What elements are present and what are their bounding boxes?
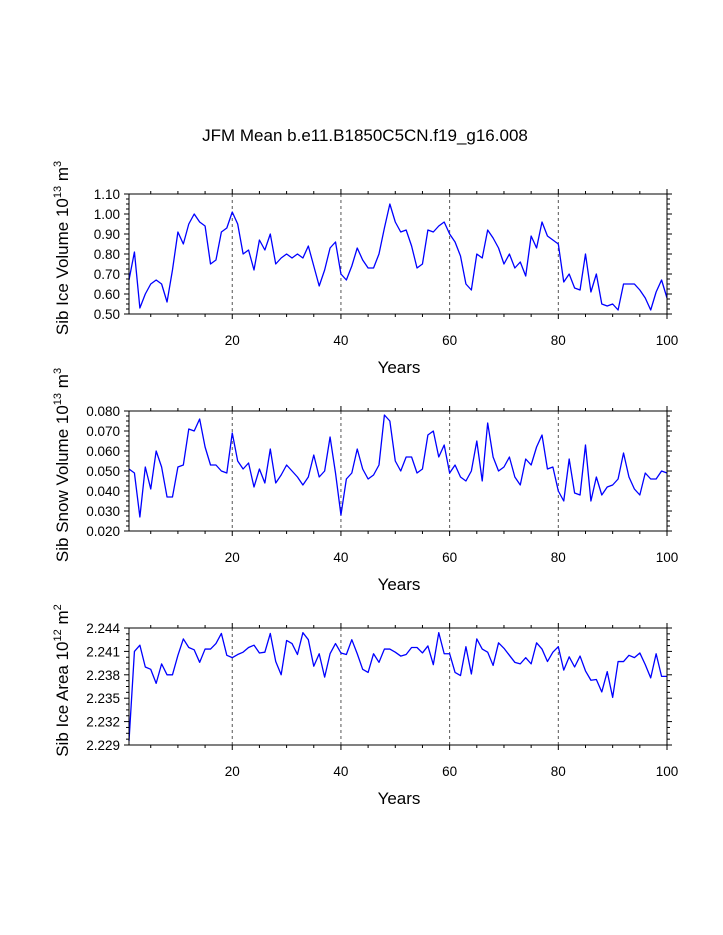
panels: 0.50 0.60 0.70 0.80 0.90 1.00 1.10 20 40 60 80 100 Y… [52,161,678,808]
y-tick-label: 0.50 [94,307,120,322]
x-tick-label: 60 [442,550,457,565]
y-tick-label: 2.241 [86,644,120,659]
plot-frame [128,410,668,532]
y-tick-label: 2.232 [86,715,120,730]
x-tick-label: 20 [225,764,240,779]
y-tick-label: 2.244 [86,621,120,636]
x-tick-label: 80 [551,550,566,565]
x-axis-label: Years [378,789,421,808]
y-tick-label: 0.020 [86,524,120,539]
panel-sib-ice-volume: 0.50 0.60 0.70 0.80 0.90 1.00 1.10 20 40 60 80 100 Y… [52,161,678,377]
series-line [128,203,668,311]
x-tick-label: 40 [333,764,348,779]
y-tick-label: 2.229 [86,738,120,753]
y-axis-label: Sib Ice Volume 1013 m3 [52,161,72,335]
y-axis-label-base: Sib Ice Volume 10 [53,198,72,335]
y-axis-label-exponent: 12 [52,629,64,641]
x-tick-label: 60 [442,764,457,779]
y-tick-label: 0.90 [94,227,120,242]
y-tick-label: 0.70 [94,267,120,282]
x-tick-label: 100 [656,550,679,565]
y-axis-label-unit: m [53,167,72,186]
x-tick-label: 80 [551,764,566,779]
y-axis-label-exponent: 13 [52,186,64,198]
y-tick-label: 0.080 [86,404,120,419]
series-line [128,632,667,742]
y-axis-label-unit-exponent: 3 [52,368,64,374]
y-tick-label: 0.070 [86,424,120,439]
x-tick-label: 100 [656,764,679,779]
x-tick-label: 60 [442,333,457,348]
y-tick-label: 2.235 [86,691,120,706]
y-axis-label-base: Sib Snow Volume 10 [53,405,72,562]
y-axis-label: Sib Ice Area 1012 m2 [52,604,72,757]
chart-title: JFM Mean b.e11.B1850C5CN.f19_g16.008 [202,126,528,145]
y-axis-label-unit: m [53,610,72,629]
y-axis-label-unit: m [53,374,72,393]
x-tick-label: 20 [225,333,240,348]
y-tick-label: 0.030 [86,504,120,519]
series-line [128,414,668,518]
y-tick-label: 0.80 [94,247,120,262]
x-tick-label: 100 [656,333,679,348]
y-axis-label-unit-exponent: 2 [52,604,64,610]
y-axis-label-base: Sib Ice Area 10 [53,641,72,756]
y-tick-label: 0.60 [94,287,120,302]
y-tick-label: 0.060 [86,444,120,459]
y-tick-label: 1.00 [94,207,120,222]
x-axis-label: Years [378,575,421,594]
y-axis-label-unit-exponent: 3 [52,161,64,167]
x-tick-label: 40 [333,550,348,565]
y-tick-label: 1.10 [94,187,120,202]
plot-frame [128,627,668,746]
x-axis-label: Years [378,358,421,377]
y-axis-label-exponent: 13 [52,393,64,405]
panel-sib-snow-volume: 0.020 0.030 0.040 0.050 0.060 0.070 0.080 20 40 6… [52,368,678,594]
y-tick-label: 0.040 [86,484,120,499]
y-tick-label: 2.238 [86,668,120,683]
y-axis-label: Sib Snow Volume 1013 m3 [52,368,72,562]
panel-sib-ice-area: 2.229 2.232 2.235 2.238 2.241 2.244 20 40 60 80 10… [52,604,678,808]
y-tick-label: 0.050 [86,464,120,479]
x-tick-label: 20 [225,550,240,565]
x-tick-label: 80 [551,333,566,348]
x-tick-label: 40 [333,333,348,348]
